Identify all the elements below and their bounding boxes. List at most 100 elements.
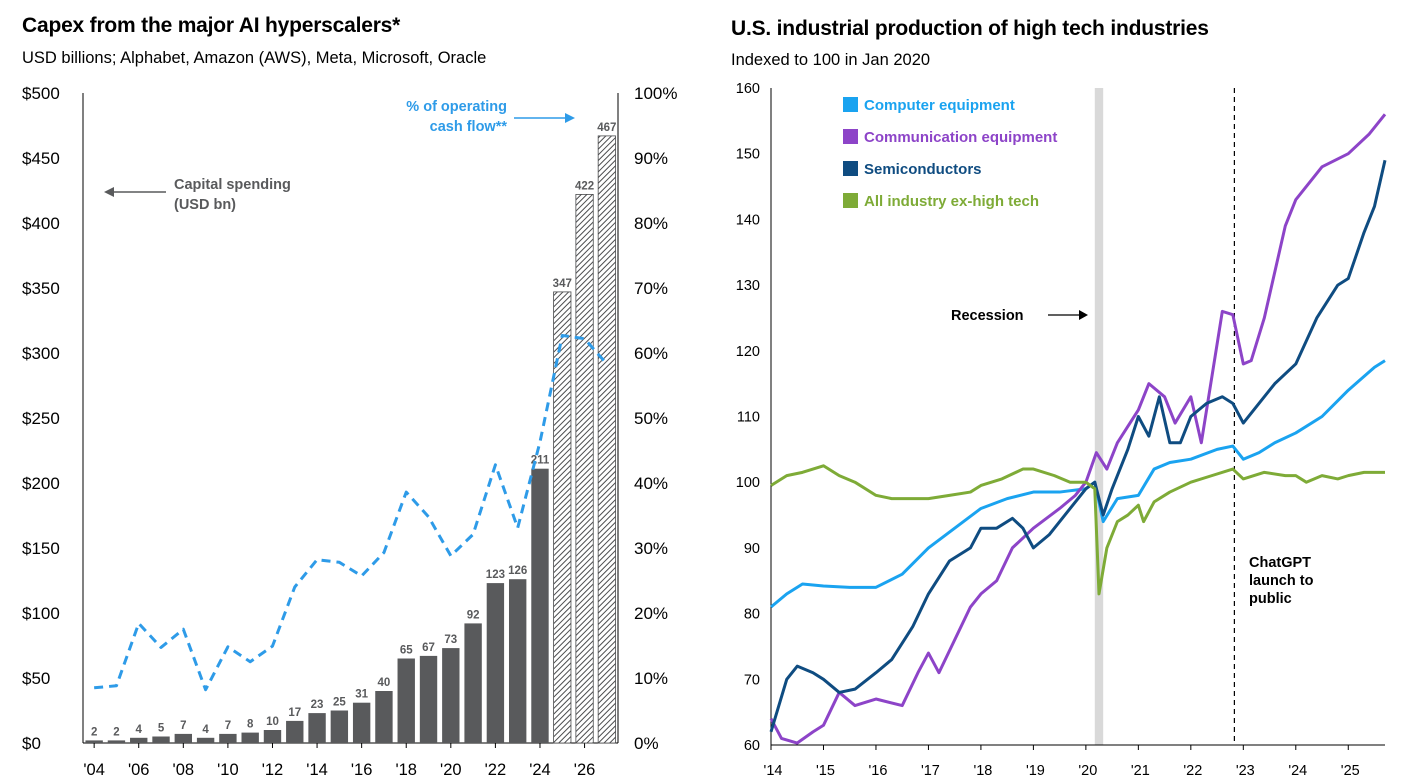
left-y-tick-label: $0 <box>22 734 41 753</box>
annotation-capital-spending: (USD bn) <box>174 197 236 213</box>
capex-bar-label: 422 <box>575 180 594 192</box>
left-y-tick-label: $400 <box>22 214 60 233</box>
y-tick-label: 130 <box>736 278 760 294</box>
capex-bar <box>508 579 527 743</box>
y-tick-label: 140 <box>736 212 760 228</box>
y-tick-label: 150 <box>736 147 760 163</box>
right-y-tick-label: 100% <box>634 84 677 103</box>
capex-bar <box>130 737 148 743</box>
right-chart: 60 70 80 90 100 110 120 130 140 150 160 '14 '15 '16 '1… <box>736 81 1387 779</box>
capex-bar <box>152 736 170 743</box>
capex-bar-label: 25 <box>333 697 346 709</box>
annotation-chatgpt: public <box>1249 591 1292 607</box>
capex-bar-label: 92 <box>467 609 480 621</box>
capex-bar-label: 7 <box>180 720 186 732</box>
right-y-tick-label: 10% <box>634 669 668 688</box>
capex-bar-label: 67 <box>422 642 435 654</box>
legend-label: All industry ex-high tech <box>864 193 1039 210</box>
capex-bar-label: 23 <box>311 699 324 711</box>
x-tick-label: '23 <box>1236 763 1255 779</box>
right-y-tick-label: 60% <box>634 344 668 363</box>
capex-bar <box>196 737 215 743</box>
legend-label: Semiconductors <box>864 161 982 178</box>
y-tick-label: 90 <box>744 541 760 557</box>
legend-label: Computer equipment <box>864 97 1015 114</box>
y-tick-label: 80 <box>744 607 760 623</box>
x-tick-label: '24 <box>529 761 551 779</box>
x-tick-label: '16 <box>351 761 373 779</box>
x-tick-label: '17 <box>921 763 940 779</box>
right-y-tick-label: 0% <box>634 734 659 753</box>
capex-bar <box>263 730 282 743</box>
ocf-percent-line <box>94 333 608 692</box>
annotation-arrow-head <box>565 113 575 123</box>
capex-bar-label: 126 <box>508 565 527 577</box>
capex-bar <box>375 691 393 743</box>
capex-bar-label: 65 <box>400 645 413 657</box>
series-line <box>769 159 1387 733</box>
capex-bar-label: 31 <box>355 689 368 701</box>
capex-bar-label: 123 <box>486 569 505 581</box>
left-y-tick-label: $350 <box>22 279 60 298</box>
capex-bar <box>397 658 415 743</box>
capex-bar <box>286 720 304 743</box>
left-y-tick-label: $150 <box>22 539 60 558</box>
x-tick-label: '14 <box>764 763 783 779</box>
capex-bar-label: 8 <box>247 719 254 731</box>
x-tick-label: '19 <box>1026 763 1045 779</box>
legend-label: Communication equipment <box>864 129 1057 146</box>
x-tick-label: '15 <box>816 763 835 779</box>
series-line <box>770 359 1386 609</box>
capex-bar <box>107 740 126 743</box>
annotation-chatgpt: ChatGPT <box>1249 555 1311 571</box>
left-chart-title: Capex from the major AI hyperscalers* <box>22 14 401 37</box>
x-tick-label: '22 <box>1183 763 1202 779</box>
left-y-tick-label: $500 <box>22 84 60 103</box>
x-tick-label: '22 <box>485 761 507 779</box>
capex-bar <box>419 655 438 743</box>
capex-bar-label: 7 <box>225 720 231 732</box>
left-y-tick-label: $100 <box>22 604 60 623</box>
annotation-arrow-head <box>1079 310 1088 320</box>
capex-bar-label: 5 <box>158 723 165 735</box>
capex-bar-label: 347 <box>553 278 572 290</box>
right-y-tick-label: 50% <box>634 409 668 428</box>
x-tick-label: '20 <box>440 761 462 779</box>
left-y-tick-label: $300 <box>22 344 60 363</box>
left-y-tick-label: $450 <box>22 149 60 168</box>
right-y-tick-label: 40% <box>634 474 668 493</box>
series-line <box>770 464 1385 596</box>
x-tick-label: '08 <box>173 761 195 779</box>
x-tick-label: '16 <box>869 763 888 779</box>
x-tick-label: '21 <box>1131 763 1150 779</box>
x-tick-label: '18 <box>973 763 992 779</box>
capex-bar-label: 4 <box>136 724 143 736</box>
x-tick-label: '25 <box>1341 763 1360 779</box>
left-y-tick-label: $200 <box>22 474 60 493</box>
capex-bar <box>442 648 460 743</box>
legend-swatch <box>843 97 858 112</box>
capex-bar <box>597 135 616 744</box>
left-chart-subtitle: USD billions; Alphabet, Amazon (AWS), Me… <box>22 49 487 67</box>
y-tick-label: 60 <box>744 738 760 754</box>
capex-bar <box>174 733 193 743</box>
right-y-tick-label: 20% <box>634 604 668 623</box>
right-y-tick-label: 70% <box>634 279 668 298</box>
annotation-capital-spending: Capital spending <box>174 177 291 193</box>
right-y-tick-label: 80% <box>634 214 668 233</box>
capex-bar-label: 2 <box>91 726 97 738</box>
capex-bar <box>330 710 349 743</box>
y-tick-label: 120 <box>736 344 760 360</box>
capex-bar-label: 10 <box>266 716 279 728</box>
x-tick-label: '12 <box>262 761 284 779</box>
y-tick-label: 70 <box>744 672 760 688</box>
annotation-arrow-head <box>104 187 114 197</box>
recession-band <box>1094 88 1104 745</box>
capex-bar <box>531 468 549 743</box>
x-tick-label: '14 <box>306 761 328 779</box>
capex-bar <box>486 583 505 743</box>
capex-bar <box>464 623 482 743</box>
right-chart-subtitle: Indexed to 100 in Jan 2020 <box>731 51 931 69</box>
annotation-ocf: cash flow** <box>430 119 508 135</box>
